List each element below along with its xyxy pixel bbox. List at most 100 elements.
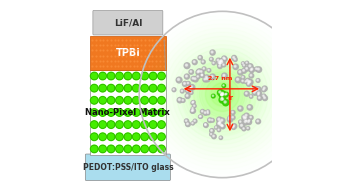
- Circle shape: [199, 115, 202, 118]
- Circle shape: [201, 74, 202, 76]
- Circle shape: [116, 72, 123, 80]
- Circle shape: [245, 119, 249, 123]
- Circle shape: [204, 75, 210, 80]
- Circle shape: [158, 121, 165, 128]
- Circle shape: [124, 84, 132, 92]
- Circle shape: [241, 76, 245, 79]
- Circle shape: [246, 67, 247, 69]
- Circle shape: [247, 121, 249, 122]
- Circle shape: [99, 72, 107, 80]
- Circle shape: [190, 71, 192, 72]
- Circle shape: [246, 120, 247, 121]
- Circle shape: [211, 119, 214, 122]
- Circle shape: [243, 65, 245, 66]
- Circle shape: [258, 97, 260, 98]
- Circle shape: [234, 65, 236, 67]
- Circle shape: [247, 80, 252, 86]
- Circle shape: [253, 87, 259, 92]
- Circle shape: [244, 116, 248, 120]
- Circle shape: [242, 64, 246, 67]
- Circle shape: [221, 91, 226, 96]
- Circle shape: [250, 69, 252, 71]
- Circle shape: [249, 81, 251, 83]
- Circle shape: [194, 105, 195, 106]
- Circle shape: [221, 96, 224, 100]
- Circle shape: [249, 115, 253, 120]
- Circle shape: [172, 88, 176, 92]
- Circle shape: [192, 60, 197, 65]
- Circle shape: [200, 73, 204, 77]
- Circle shape: [238, 70, 243, 75]
- Circle shape: [253, 87, 258, 92]
- Circle shape: [222, 63, 226, 67]
- Circle shape: [184, 119, 189, 123]
- Circle shape: [91, 84, 98, 92]
- Circle shape: [223, 93, 228, 97]
- Circle shape: [141, 133, 148, 141]
- Circle shape: [193, 104, 196, 108]
- Circle shape: [242, 68, 246, 73]
- Circle shape: [176, 77, 182, 83]
- Circle shape: [186, 95, 188, 96]
- Circle shape: [91, 133, 98, 141]
- Circle shape: [263, 87, 265, 89]
- Circle shape: [247, 82, 251, 86]
- Circle shape: [158, 133, 165, 141]
- Circle shape: [198, 56, 202, 60]
- Circle shape: [219, 121, 221, 123]
- Circle shape: [206, 110, 210, 113]
- Circle shape: [185, 75, 187, 77]
- Bar: [90, 36, 166, 70]
- Circle shape: [255, 67, 259, 71]
- Circle shape: [242, 116, 248, 122]
- Circle shape: [204, 123, 208, 128]
- Circle shape: [249, 73, 254, 78]
- Circle shape: [232, 55, 236, 60]
- Circle shape: [220, 124, 222, 126]
- Circle shape: [132, 133, 140, 141]
- Circle shape: [124, 109, 132, 116]
- Circle shape: [184, 74, 189, 79]
- Circle shape: [239, 123, 245, 129]
- Circle shape: [244, 80, 248, 84]
- Circle shape: [232, 124, 237, 129]
- Circle shape: [191, 107, 194, 110]
- Circle shape: [107, 145, 115, 153]
- Circle shape: [217, 121, 222, 126]
- Circle shape: [197, 69, 202, 74]
- Circle shape: [181, 90, 183, 91]
- Circle shape: [116, 84, 123, 92]
- Circle shape: [232, 126, 235, 129]
- Circle shape: [124, 145, 132, 153]
- Circle shape: [249, 120, 250, 121]
- Circle shape: [256, 87, 261, 92]
- Circle shape: [116, 109, 123, 116]
- Circle shape: [190, 92, 192, 93]
- Circle shape: [222, 125, 223, 126]
- Circle shape: [210, 57, 213, 61]
- Circle shape: [189, 91, 193, 94]
- Circle shape: [200, 109, 205, 114]
- Circle shape: [209, 119, 210, 121]
- Circle shape: [242, 63, 243, 64]
- Circle shape: [247, 83, 249, 84]
- Circle shape: [201, 110, 203, 112]
- Circle shape: [210, 58, 212, 60]
- Circle shape: [255, 90, 257, 91]
- Circle shape: [200, 71, 202, 72]
- Circle shape: [219, 91, 221, 93]
- Circle shape: [223, 57, 227, 61]
- Circle shape: [211, 119, 213, 121]
- Circle shape: [244, 121, 246, 122]
- Circle shape: [219, 60, 221, 62]
- Circle shape: [223, 99, 229, 106]
- Circle shape: [192, 109, 194, 111]
- Circle shape: [256, 79, 260, 82]
- Circle shape: [185, 120, 187, 121]
- Circle shape: [202, 67, 206, 71]
- Circle shape: [223, 57, 224, 59]
- Circle shape: [224, 101, 226, 103]
- Circle shape: [107, 133, 115, 141]
- Circle shape: [221, 60, 222, 61]
- Circle shape: [177, 78, 179, 81]
